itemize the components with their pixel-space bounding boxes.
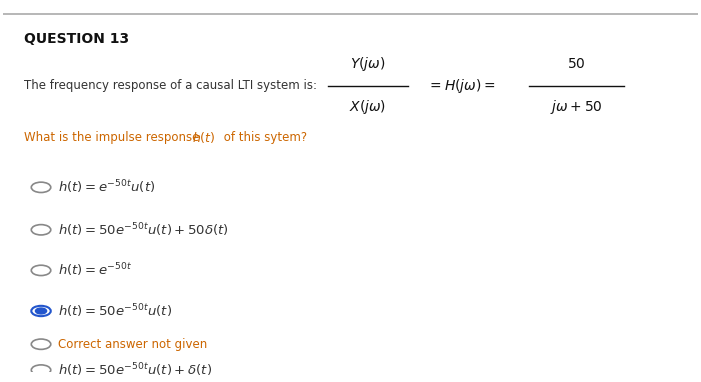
Text: of this sytem?: of this sytem? <box>220 131 308 144</box>
Circle shape <box>36 308 46 314</box>
Text: $h(t) = 50e^{-50t}u(t) + 50\delta(t)$: $h(t) = 50e^{-50t}u(t) + 50\delta(t)$ <box>58 221 229 239</box>
Text: $h(t) = 50e^{-50t}u(t)$: $h(t) = 50e^{-50t}u(t)$ <box>58 302 172 320</box>
Text: $h(t) = e^{-50t}$: $h(t) = e^{-50t}$ <box>58 262 132 279</box>
Text: $50$: $50$ <box>567 57 586 71</box>
Text: $h(t) = e^{-50t}u(t)$: $h(t) = e^{-50t}u(t)$ <box>58 178 156 196</box>
Text: $X(j\omega)$: $X(j\omega)$ <box>349 98 386 116</box>
Text: $h(t) = 50e^{-50t}u(t) + \delta(t)$: $h(t) = 50e^{-50t}u(t) + \delta(t)$ <box>58 361 212 379</box>
Text: $j\omega + 50$: $j\omega + 50$ <box>550 98 603 116</box>
Text: $Y(j\omega)$: $Y(j\omega)$ <box>350 55 386 73</box>
Text: $h(t)$: $h(t)$ <box>192 130 215 145</box>
Text: The frequency response of a causal LTI system is:: The frequency response of a causal LTI s… <box>24 79 317 92</box>
Text: What is the impulse response: What is the impulse response <box>24 131 203 144</box>
Text: $= H(j\omega) =$: $= H(j\omega) =$ <box>427 77 496 95</box>
Text: Correct answer not given: Correct answer not given <box>58 338 207 351</box>
Text: QUESTION 13: QUESTION 13 <box>24 32 129 46</box>
